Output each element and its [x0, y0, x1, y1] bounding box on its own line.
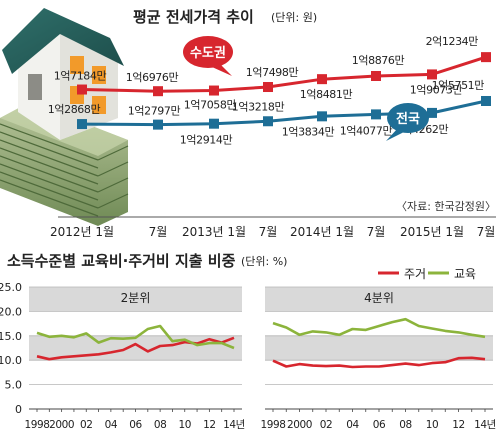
x-tick-label: 1998 — [24, 419, 49, 431]
data-point — [371, 70, 381, 81]
x-tick-label: 7월 — [477, 225, 496, 239]
grid-band — [265, 335, 493, 361]
x-tick-label: 12 — [203, 419, 216, 431]
x-tick-label: 06 — [129, 419, 142, 431]
data-label: 1억7184만 — [54, 70, 107, 83]
series-tag-national-label: 전국 — [396, 111, 420, 127]
y-tick-label: 5.0 — [5, 379, 23, 392]
data-point — [209, 85, 219, 96]
x-tick-label: 02 — [80, 419, 93, 431]
x-tick-label: 02 — [320, 419, 333, 431]
data-point — [317, 74, 327, 85]
x-tick-label: 2000 — [287, 419, 312, 431]
grid-band — [265, 287, 493, 312]
data-point — [481, 95, 491, 106]
expense-share-chart: 소득수준별 교육비·주거비 지출 비중 (단위: %) 주거 교육 25.0 20… — [0, 252, 496, 431]
panel-quintile-2: 2분위 1998 2000 02 04 06 08 10 12 14년 — [24, 286, 245, 431]
x-tick-label: 2015년 1월 — [400, 225, 464, 239]
x-tick-label: 1998 — [260, 419, 285, 431]
bottom-chart-title: 소득수준별 교육비·주거비 지출 비중 — [7, 252, 236, 270]
y-tick-label: 0 — [15, 403, 22, 416]
grid-band — [29, 287, 242, 312]
bottom-y-axis-labels: 25.0 20.0 15.0 10.0 5.0 0 — [0, 281, 22, 416]
top-chart-unit: (단위: 원) — [271, 11, 317, 24]
x-tick-label: 2014년 1월 — [290, 225, 354, 239]
x-tick-label: 04 — [346, 419, 359, 431]
x-tick-label: 10 — [426, 419, 439, 431]
data-label: 1억3834만 — [282, 125, 335, 138]
panel-series-line — [36, 336, 235, 361]
data-point — [77, 84, 87, 95]
data-label: 1억5751만 — [432, 79, 485, 92]
rent-price-trend-chart: 평균 전세가격 추이 (단위: 원) 1억7184만 1억6976만 1억7058만… — [48, 8, 496, 239]
x-tick-label: 04 — [105, 419, 118, 431]
legend-label-housing: 주거 — [404, 267, 426, 281]
panel-title: 4분위 — [364, 291, 394, 305]
x-tick-label: 2012년 1월 — [50, 225, 114, 239]
data-point — [427, 107, 437, 118]
data-point — [481, 52, 491, 63]
panel-quintile-4: 4분위 1998 2000 02 04 06 08 10 12 14년 — [260, 286, 496, 431]
y-tick-label: 25.0 — [0, 281, 22, 294]
data-point — [317, 111, 327, 122]
panel-series-line — [272, 356, 486, 369]
data-label: 1억3218만 — [232, 100, 285, 113]
data-label: 1억7058만 — [184, 99, 237, 112]
x-tick-label: 10 — [178, 419, 191, 431]
data-label: 2억1234만 — [426, 35, 479, 48]
x-tick-label: 2013년 1월 — [182, 225, 246, 239]
bottom-chart-unit: (단위: %) — [241, 255, 287, 268]
x-tick-label: 08 — [399, 419, 412, 431]
panel-series-line — [272, 317, 486, 339]
data-label: 1억8481만 — [300, 88, 353, 101]
data-point — [209, 118, 219, 129]
top-chart-title: 평균 전세가격 추이 — [133, 8, 254, 26]
data-label: 1억9073만 — [410, 83, 463, 96]
house-on-money-illustration — [0, 8, 129, 226]
x-tick-label: 14년 — [223, 419, 245, 431]
data-point — [263, 82, 273, 93]
x-tick-label: 12 — [452, 419, 465, 431]
data-label: 1억2914만 — [180, 134, 233, 147]
x-tick-label: 7월 — [259, 225, 278, 239]
data-point — [77, 119, 87, 130]
x-tick-label: 2000 — [49, 419, 74, 431]
x-tick-label: 7월 — [367, 225, 386, 239]
x-tick-label: 06 — [373, 419, 386, 431]
data-label: 1억7498만 — [246, 66, 299, 79]
series-tag-national: 전국 — [386, 103, 429, 141]
y-tick-label: 15.0 — [0, 330, 22, 343]
panel-series-line — [36, 324, 235, 350]
data-label: 1억8876만 — [352, 54, 405, 67]
data-point — [153, 119, 163, 130]
x-tick-label: 7월 — [149, 225, 168, 239]
y-tick-label: 10.0 — [0, 354, 22, 367]
y-tick-label: 20.0 — [0, 305, 22, 318]
legend-label-education: 교육 — [454, 267, 476, 281]
data-point — [371, 109, 381, 120]
series-line-0 — [81, 55, 487, 93]
data-label: 1억2868만 — [48, 103, 101, 116]
data-point — [153, 86, 163, 97]
series-tag-capital-label: 수도권 — [190, 46, 226, 61]
top-chart-source: 〈자료: 한국감정원〉 — [396, 200, 496, 213]
bottom-legend: 주거 교육 — [378, 267, 476, 281]
house-icon — [2, 8, 124, 140]
series-tag-capital: 수도권 — [183, 36, 233, 76]
data-point — [263, 116, 273, 127]
x-tick-label: 08 — [154, 419, 167, 431]
data-label: 1억2797만 — [128, 105, 181, 118]
x-tick-label: 14년 — [474, 419, 496, 431]
panel-title: 2분위 — [121, 291, 151, 305]
data-label: 1억6976만 — [126, 71, 179, 84]
data-label: 1억4077만 — [340, 124, 393, 137]
data-point — [427, 69, 437, 80]
top-x-axis-labels: 2012년 1월 7월 2013년 1월 7월 2014년 1월 7월 2015년 1월 7월 — [50, 225, 495, 239]
